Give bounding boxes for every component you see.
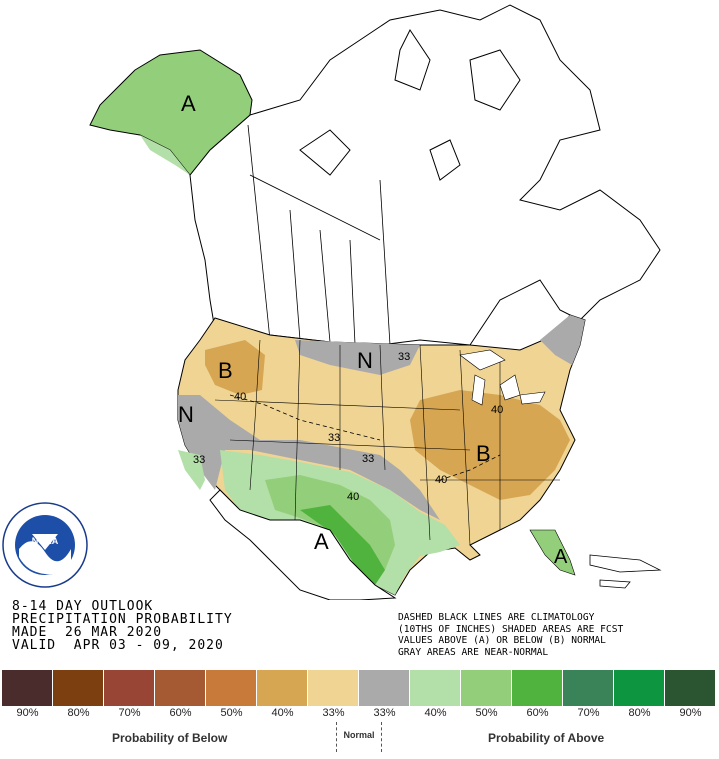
caribbean-islands	[589, 554, 662, 589]
legend-percent-labels: 90% 80% 70% 60% 50% 40% 33% 33% 40% 50% 60% 70% 80% 9…	[2, 706, 716, 722]
legend-percent-0: 90%	[16, 707, 39, 719]
legend-percent-6: 33%	[322, 707, 345, 719]
west-coast-normal	[178, 395, 440, 520]
legend-normal-label: Normal	[343, 730, 375, 740]
contour-california: 33	[193, 454, 205, 466]
south-texas-above-60	[300, 505, 385, 585]
legend-swatch-0	[2, 670, 53, 706]
legend-swatch-7	[359, 670, 410, 706]
legend-swatch-11	[563, 670, 614, 706]
legend-percent-12: 80%	[628, 707, 651, 719]
california-above	[178, 450, 205, 490]
northwest-below-40	[205, 340, 265, 395]
legend-swatch-8	[410, 670, 461, 706]
florida-above	[529, 529, 576, 576]
title-line-2: PRECIPITATION PROBABILITY	[12, 612, 233, 627]
normal-bracket-left	[336, 722, 337, 752]
legend-percent-3: 60%	[169, 707, 192, 719]
northeast-normal	[540, 315, 585, 365]
canada-landmass	[189, 4, 661, 346]
legend-percent-10: 60%	[526, 707, 549, 719]
legend-percent-11: 70%	[577, 707, 600, 719]
title-line-1: 8-14 DAY OUTLOOK	[12, 599, 154, 614]
note-line-1: DASHED BLACK LINES ARE CLIMATOLOGY	[398, 612, 595, 623]
legend-percent-1: 80%	[67, 707, 90, 719]
label-alaska: A	[181, 91, 196, 116]
contour-north-plains: 33	[398, 351, 410, 363]
title-line-3: MADE 26 MAR 2020	[12, 625, 163, 640]
legend-percent-2: 70%	[118, 707, 141, 719]
legend-percent-4: 50%	[220, 707, 243, 719]
label-south-texas: A	[314, 529, 329, 554]
legend-percent-7: 33%	[373, 707, 396, 719]
contour-central-2: 33	[362, 453, 374, 465]
map-notes: DASHED BLACK LINES ARE CLIMATOLOGY (10TH…	[398, 612, 716, 658]
legend-swatch-13	[665, 670, 716, 706]
precipitation-outlook-map: A B 40 N 33 N 33 33 33 B 40 40 40 A A	[89, 4, 662, 600]
note-line-4: GRAY AREAS ARE NEAR-NORMAL	[398, 646, 549, 658]
north-plains-normal	[295, 340, 420, 375]
title-line-4: VALID APR 03 - 09, 2020	[12, 638, 224, 653]
mexico-landmass	[209, 489, 397, 600]
note-line-3: VALUES ABOVE (A) OR BELOW (B) NORMAL	[398, 635, 606, 646]
legend-swatch-6	[308, 670, 359, 706]
noaa-logo-text: NOAA	[32, 536, 59, 546]
contour-northwest: 40	[234, 391, 246, 403]
outlook-title-block: 8-14 DAY OUTLOOK PRECIPITATION PROBABILI…	[12, 600, 392, 652]
legend-color-bar	[2, 670, 716, 706]
legend-swatch-9	[461, 670, 512, 706]
legend-percent-9: 50%	[475, 707, 498, 719]
legend-swatch-5	[257, 670, 308, 706]
legend-swatch-3	[155, 670, 206, 706]
contour-tennessee: 40	[435, 474, 447, 486]
climatology-contours	[229, 394, 501, 481]
normal-bracket-right	[381, 722, 382, 752]
legend-swatch-12	[614, 670, 665, 706]
province-borders	[247, 124, 391, 346]
legend-percent-5: 40%	[271, 707, 294, 719]
legend-above-label: Probability of Above	[488, 731, 605, 745]
label-northwest: B	[218, 358, 233, 383]
state-borders	[214, 339, 560, 546]
contour-southern-plains: 40	[347, 491, 359, 503]
label-east: B	[476, 441, 491, 466]
noaa-logo: NOAA	[2, 502, 88, 588]
contour-ohio-valley: 40	[491, 404, 503, 416]
label-north-plains: N	[357, 348, 373, 373]
note-line-2: (10THS OF INCHES) SHADED AREAS ARE FCST	[398, 623, 624, 635]
great-lakes	[459, 349, 546, 406]
label-florida: A	[554, 546, 568, 568]
east-below-40	[410, 390, 570, 500]
legend-percent-8: 40%	[424, 707, 447, 719]
legend-swatch-2	[104, 670, 155, 706]
label-west-coast: N	[178, 402, 194, 427]
legend-percent-13: 90%	[679, 707, 702, 719]
contour-central: 33	[328, 432, 340, 444]
alaska-coast-light	[140, 135, 190, 175]
legend-swatch-10	[512, 670, 563, 706]
legend-below-label: Probability of Below	[112, 731, 228, 745]
legend-swatch-4	[206, 670, 257, 706]
legend-swatch-1	[53, 670, 104, 706]
